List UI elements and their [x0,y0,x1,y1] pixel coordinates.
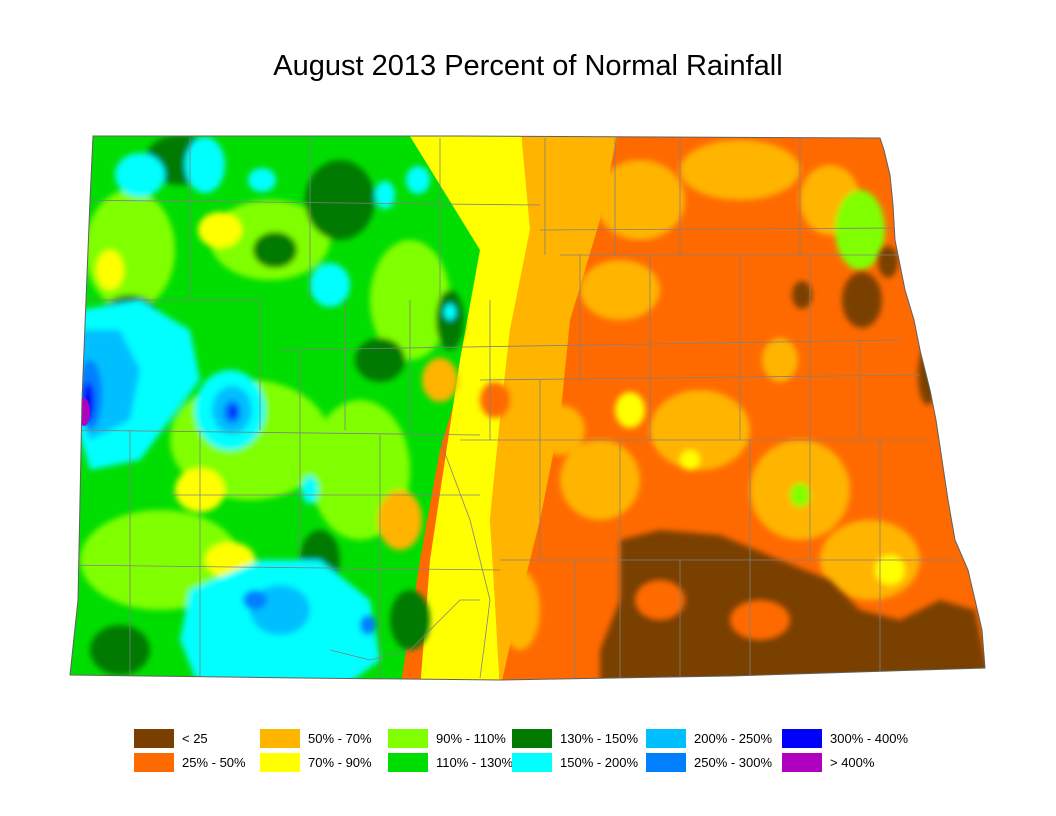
legend-item: 50% - 70% [260,728,372,748]
legend-item: 130% - 150% [512,728,638,748]
legend-label: 200% - 250% [694,730,773,746]
legend-item: > 400% [782,752,874,772]
legend-label: > 400% [830,754,875,770]
legend-item: 200% - 250% [646,728,772,748]
legend-label: 25% - 50% [182,754,246,770]
legend-swatch [388,752,428,772]
legend-label: 110% - 130% [436,754,514,770]
legend-item: 150% - 200% [512,752,638,772]
max-rainfall-spot [78,398,90,426]
legend-label: 300% - 400% [830,730,909,746]
legend-label: 150% - 200% [560,754,639,770]
legend-swatch [260,728,300,748]
legend-item: 300% - 400% [782,728,908,748]
legend-swatch [134,752,174,772]
legend: < 25 25% - 50% 50% - 70% 70% - 90% 90% - 110… [134,728,964,778]
rainfall-field [70,136,985,680]
legend-item: 110% - 130% [388,752,513,772]
legend-swatch [782,728,822,748]
legend-item: 90% - 110% [388,728,506,748]
legend-item: 250% - 300% [646,752,772,772]
legend-label: < 25 [182,730,208,746]
legend-label: 250% - 300% [694,754,773,770]
legend-item: 70% - 90% [260,752,372,772]
legend-swatch [388,728,428,748]
legend-label: 90% - 110% [436,730,506,746]
legend-swatch [782,752,822,772]
legend-swatch [512,728,552,748]
legend-label: 70% - 90% [308,754,372,770]
legend-swatch [512,752,552,772]
county-boundaries [70,138,960,680]
legend-item: 25% - 50% [134,752,246,772]
legend-label: 50% - 70% [308,730,372,746]
map-title: August 2013 Percent of Normal Rainfall [273,50,783,82]
legend-swatch [646,728,686,748]
legend-item: < 25 [134,728,208,748]
legend-swatch [646,752,686,772]
legend-swatch [134,728,174,748]
legend-swatch [260,752,300,772]
legend-label: 130% - 150% [560,730,639,746]
